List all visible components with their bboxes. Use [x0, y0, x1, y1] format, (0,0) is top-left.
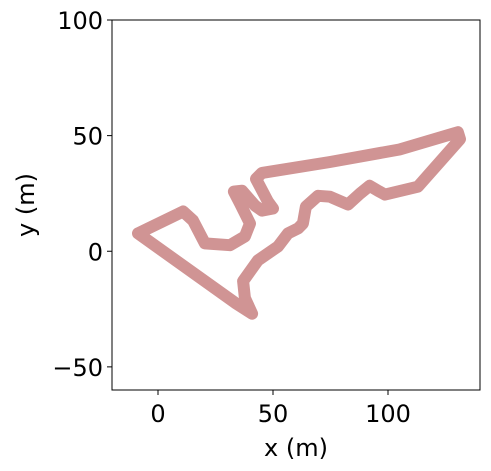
y-axis-label: y (m) [12, 173, 40, 237]
track-line [132, 126, 466, 320]
x-axis-label: x (m) [264, 434, 328, 462]
y-tick-label: 0 [88, 238, 103, 266]
plot-frame [111, 19, 481, 391]
y-tick-label: 50 [72, 123, 103, 151]
x-tick-label: 50 [258, 400, 289, 428]
y-tick-label: −50 [52, 354, 103, 382]
y-tick-label: 100 [57, 7, 103, 35]
x-tick-label: 0 [150, 400, 165, 428]
x-tick-label: 100 [365, 400, 411, 428]
